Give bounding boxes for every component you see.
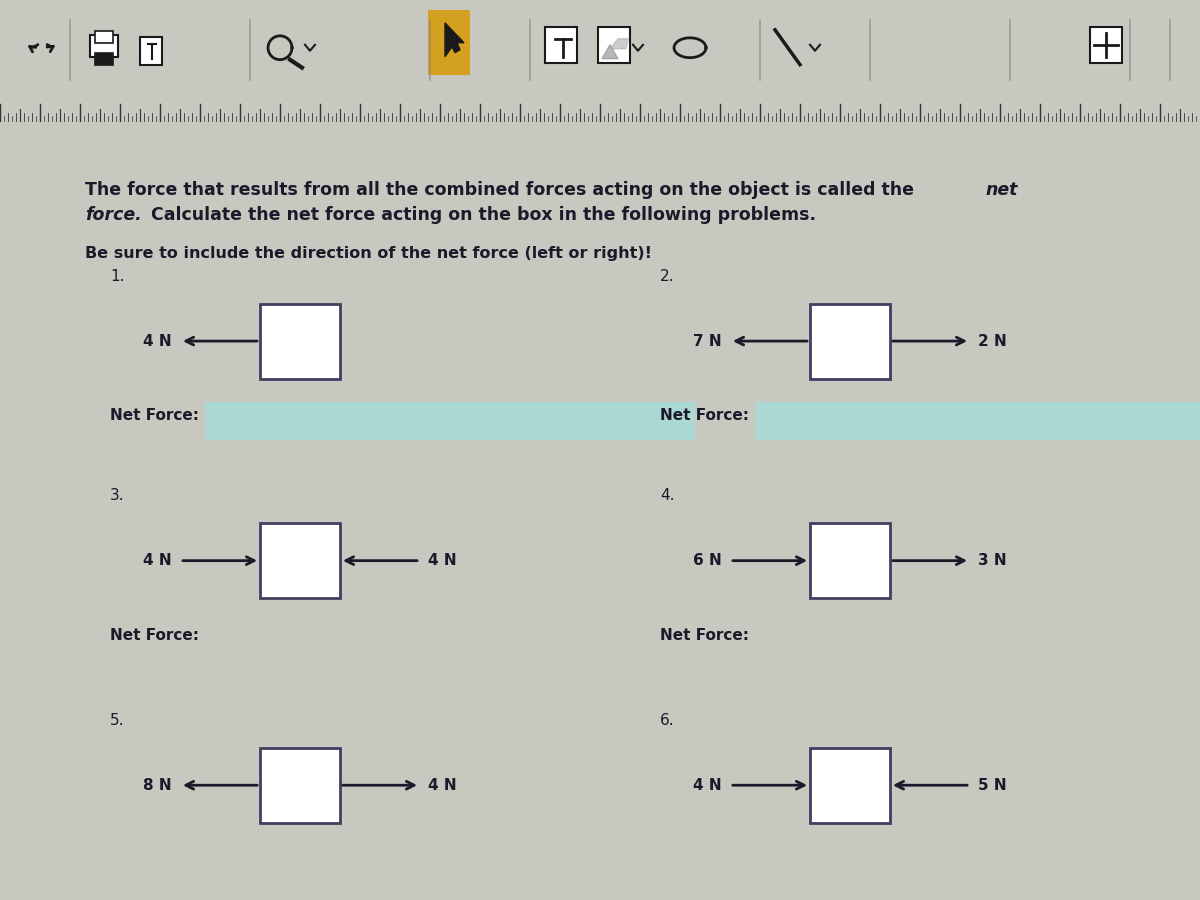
- Bar: [260, 523, 340, 598]
- Text: force.: force.: [85, 206, 142, 224]
- Bar: [95, 31, 113, 43]
- Text: 7 N: 7 N: [694, 334, 722, 348]
- Text: 2.: 2.: [660, 269, 674, 284]
- Text: Calculate the net force acting on the box in the following problems.: Calculate the net force acting on the bo…: [145, 206, 816, 224]
- Bar: [1090, 27, 1122, 63]
- Text: 6 N: 6 N: [694, 554, 722, 568]
- Text: 4 N: 4 N: [143, 554, 172, 568]
- Text: Net Force:: Net Force:: [660, 409, 749, 423]
- Bar: [810, 748, 890, 823]
- Bar: [810, 303, 890, 379]
- Bar: [545, 27, 577, 63]
- Bar: [810, 523, 890, 598]
- Polygon shape: [610, 39, 628, 49]
- Bar: [205, 402, 695, 440]
- Text: The force that results from all the combined forces acting on the object is call: The force that results from all the comb…: [85, 182, 920, 200]
- Bar: [598, 27, 630, 63]
- Text: 4.: 4.: [660, 489, 674, 503]
- Text: Net Force:: Net Force:: [660, 628, 749, 643]
- Text: 4 N: 4 N: [428, 554, 457, 568]
- Bar: [260, 748, 340, 823]
- Bar: [95, 53, 113, 65]
- Polygon shape: [445, 22, 464, 57]
- Polygon shape: [602, 45, 618, 58]
- Text: 5 N: 5 N: [978, 778, 1007, 793]
- Bar: [428, 10, 470, 75]
- Text: net: net: [985, 182, 1018, 200]
- Text: 8 N: 8 N: [143, 778, 172, 793]
- Text: 3.: 3.: [110, 489, 125, 503]
- Bar: [90, 35, 118, 57]
- Bar: [755, 402, 1200, 440]
- Text: 1.: 1.: [110, 269, 125, 284]
- Text: 4 N: 4 N: [143, 334, 172, 348]
- Text: 4 N: 4 N: [428, 778, 457, 793]
- Text: Net Force:: Net Force:: [110, 409, 199, 423]
- Text: 2 N: 2 N: [978, 334, 1007, 348]
- Text: Net Force:: Net Force:: [110, 628, 199, 643]
- Text: 3 N: 3 N: [978, 554, 1007, 568]
- Text: Be sure to include the direction of the net force (left or right)!: Be sure to include the direction of the …: [85, 247, 652, 261]
- Text: 5.: 5.: [110, 713, 125, 728]
- Text: 6.: 6.: [660, 713, 674, 728]
- Text: 4 N: 4 N: [694, 778, 722, 793]
- Bar: [260, 303, 340, 379]
- Bar: [140, 37, 162, 65]
